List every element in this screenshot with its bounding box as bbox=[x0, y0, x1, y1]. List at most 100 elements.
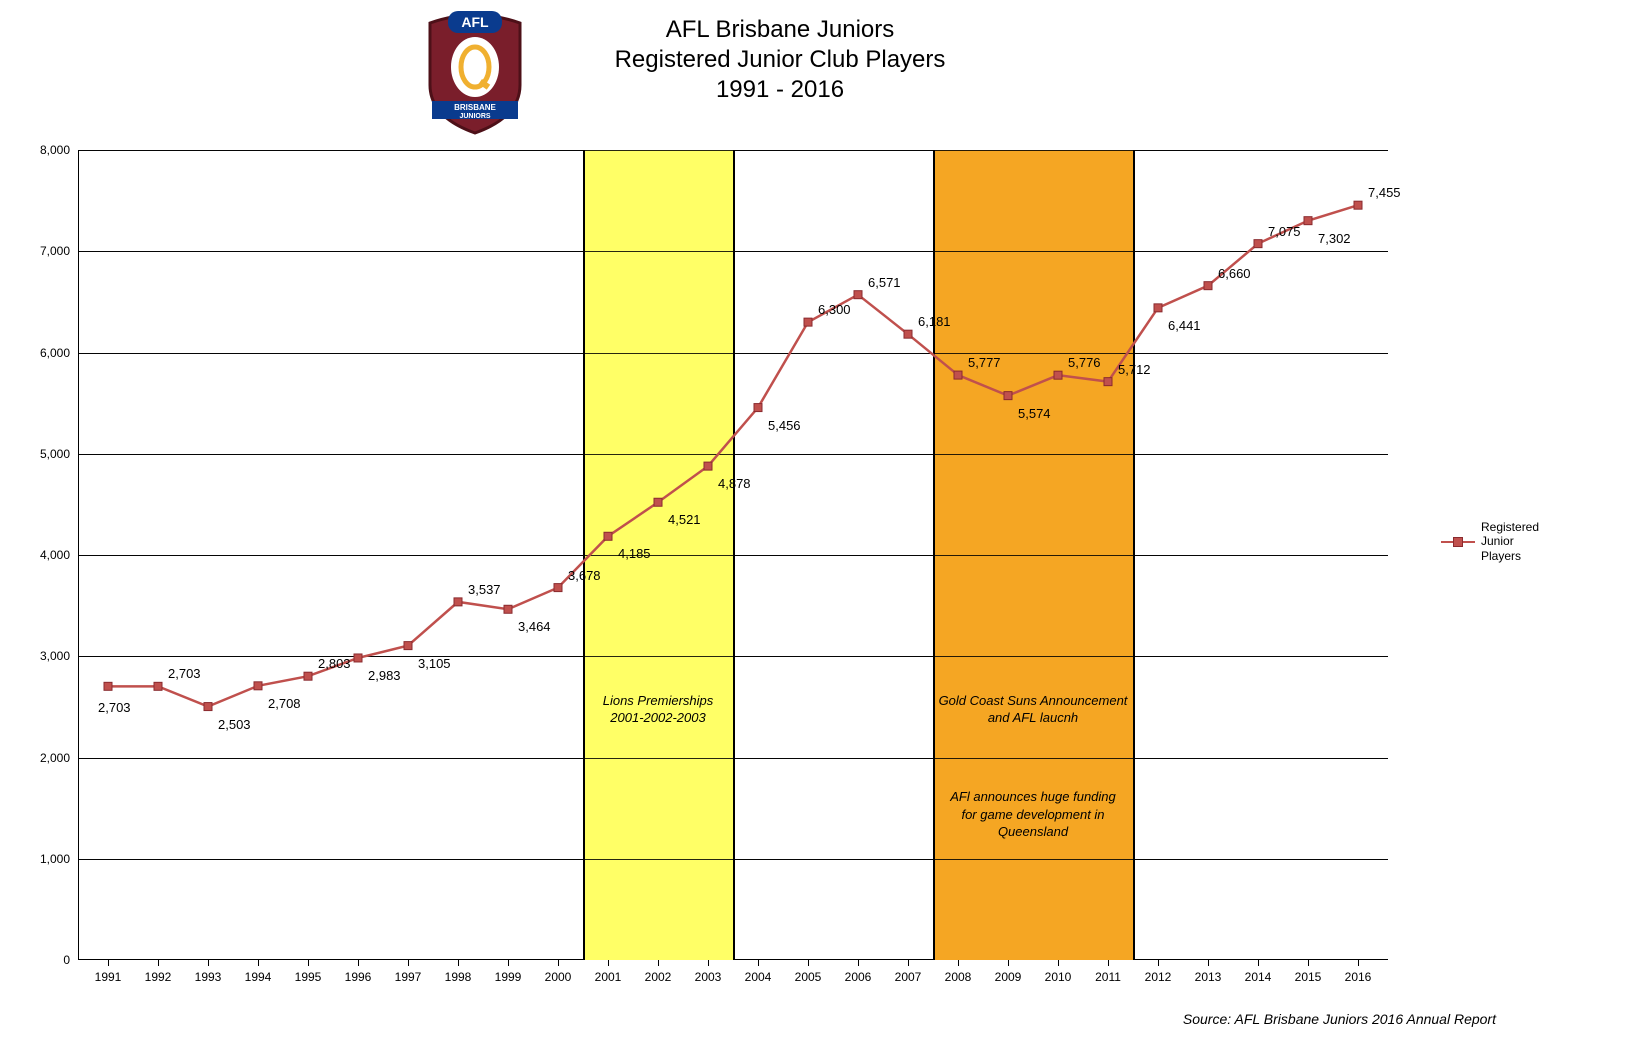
x-tick-mark bbox=[358, 960, 359, 966]
series-marker bbox=[1154, 304, 1162, 312]
x-tick-label: 2001 bbox=[595, 970, 622, 984]
source-citation: Source: AFL Brisbane Juniors 2016 Annual… bbox=[1183, 1011, 1496, 1027]
x-tick-label: 2009 bbox=[995, 970, 1022, 984]
chart-title-line3: 1991 - 2016 bbox=[540, 75, 1020, 105]
legend-marker-sample bbox=[1453, 537, 1463, 547]
series-marker bbox=[254, 682, 262, 690]
value-label: 6,571 bbox=[868, 275, 901, 290]
x-tick-label: 1996 bbox=[345, 970, 372, 984]
logo-svg: AFL BRISBANE JUNIORS bbox=[420, 5, 530, 135]
value-label: 5,712 bbox=[1118, 362, 1151, 377]
x-tick-label: 2014 bbox=[1245, 970, 1272, 984]
x-tick-mark bbox=[1258, 960, 1259, 966]
value-label: 6,181 bbox=[918, 314, 951, 329]
x-tick-label: 2012 bbox=[1145, 970, 1172, 984]
y-tick-label: 4,000 bbox=[10, 548, 70, 562]
value-label: 6,660 bbox=[1218, 266, 1251, 281]
x-tick-label: 1997 bbox=[395, 970, 422, 984]
series-svg bbox=[78, 150, 1388, 960]
x-tick-label: 2008 bbox=[945, 970, 972, 984]
legend-label-line2: Junior bbox=[1481, 534, 1539, 548]
series-marker bbox=[354, 654, 362, 662]
y-tick-label: 2,000 bbox=[10, 751, 70, 765]
value-label: 2,503 bbox=[218, 717, 251, 732]
legend-label-line1: Registered bbox=[1481, 520, 1539, 534]
series-marker bbox=[704, 462, 712, 470]
logo-banner-text-2: JUNIORS bbox=[459, 113, 490, 120]
value-label: 4,521 bbox=[668, 512, 701, 527]
series-marker bbox=[1304, 217, 1312, 225]
logo-banner-text-1: BRISBANE bbox=[454, 103, 496, 112]
x-tick-label: 1991 bbox=[95, 970, 122, 984]
x-tick-label: 1998 bbox=[445, 970, 472, 984]
x-tick-label: 2013 bbox=[1195, 970, 1222, 984]
y-tick-label: 7,000 bbox=[10, 244, 70, 258]
x-tick-mark bbox=[558, 960, 559, 966]
series-marker bbox=[604, 532, 612, 540]
series-marker bbox=[104, 682, 112, 690]
series-marker bbox=[1254, 240, 1262, 248]
x-tick-mark bbox=[1108, 960, 1109, 966]
value-label: 2,703 bbox=[98, 700, 131, 715]
value-label: 2,803 bbox=[318, 656, 351, 671]
x-tick-label: 2007 bbox=[895, 970, 922, 984]
legend-line-sample bbox=[1441, 541, 1475, 543]
value-label: 7,075 bbox=[1268, 224, 1301, 239]
series-marker bbox=[904, 330, 912, 338]
afl-brisbane-juniors-logo: AFL BRISBANE JUNIORS bbox=[420, 5, 530, 135]
x-tick-mark bbox=[1008, 960, 1009, 966]
value-label: 3,105 bbox=[418, 656, 451, 671]
value-label: 4,185 bbox=[618, 546, 651, 561]
value-label: 3,678 bbox=[568, 568, 601, 583]
series-marker bbox=[1354, 201, 1362, 209]
x-tick-label: 1995 bbox=[295, 970, 322, 984]
x-tick-label: 1994 bbox=[245, 970, 272, 984]
series-marker bbox=[1054, 371, 1062, 379]
x-tick-label: 2010 bbox=[1045, 970, 1072, 984]
series-marker bbox=[1204, 282, 1212, 290]
series-marker bbox=[404, 642, 412, 650]
value-label: 3,537 bbox=[468, 582, 501, 597]
x-tick-label: 2005 bbox=[795, 970, 822, 984]
x-tick-mark bbox=[308, 960, 309, 966]
value-label: 2,703 bbox=[168, 666, 201, 681]
legend-label-line3: Players bbox=[1481, 549, 1539, 563]
legend: Registered Junior Players bbox=[1441, 520, 1611, 563]
value-label: 5,574 bbox=[1018, 406, 1051, 421]
legend-item: Registered Junior Players bbox=[1441, 520, 1611, 563]
x-tick-label: 2004 bbox=[745, 970, 772, 984]
value-label: 7,302 bbox=[1318, 231, 1351, 246]
x-tick-label: 1999 bbox=[495, 970, 522, 984]
value-label: 5,777 bbox=[968, 355, 1001, 370]
value-label: 6,441 bbox=[1168, 318, 1201, 333]
x-tick-label: 2006 bbox=[845, 970, 872, 984]
x-tick-mark bbox=[108, 960, 109, 966]
x-tick-label: 2000 bbox=[545, 970, 572, 984]
x-tick-mark bbox=[1158, 960, 1159, 966]
plot-area: Lions Premierships2001-2002-2003Gold Coa… bbox=[78, 150, 1388, 960]
x-tick-mark bbox=[1308, 960, 1309, 966]
chart-title: AFL Brisbane Juniors Registered Junior C… bbox=[540, 15, 1020, 105]
series-marker bbox=[454, 598, 462, 606]
x-tick-label: 1992 bbox=[145, 970, 172, 984]
x-tick-mark bbox=[908, 960, 909, 966]
x-tick-label: 2003 bbox=[695, 970, 722, 984]
series-marker bbox=[154, 682, 162, 690]
chart-title-line1: AFL Brisbane Juniors bbox=[540, 15, 1020, 45]
x-tick-mark bbox=[808, 960, 809, 966]
series-marker bbox=[654, 498, 662, 506]
series-marker bbox=[304, 672, 312, 680]
series-marker bbox=[554, 584, 562, 592]
x-tick-mark bbox=[708, 960, 709, 966]
page-root: AFL BRISBANE JUNIORS AFL Brisbane Junior… bbox=[0, 0, 1626, 1041]
x-tick-mark bbox=[508, 960, 509, 966]
y-tick-label: 3,000 bbox=[10, 649, 70, 663]
y-tick-label: 8,000 bbox=[10, 143, 70, 157]
x-tick-label: 2002 bbox=[645, 970, 672, 984]
x-tick-mark bbox=[258, 960, 259, 966]
value-label: 2,708 bbox=[268, 696, 301, 711]
logo-pill-text: AFL bbox=[461, 14, 489, 30]
value-label: 6,300 bbox=[818, 302, 851, 317]
x-tick-mark bbox=[1208, 960, 1209, 966]
x-tick-label: 2016 bbox=[1345, 970, 1372, 984]
